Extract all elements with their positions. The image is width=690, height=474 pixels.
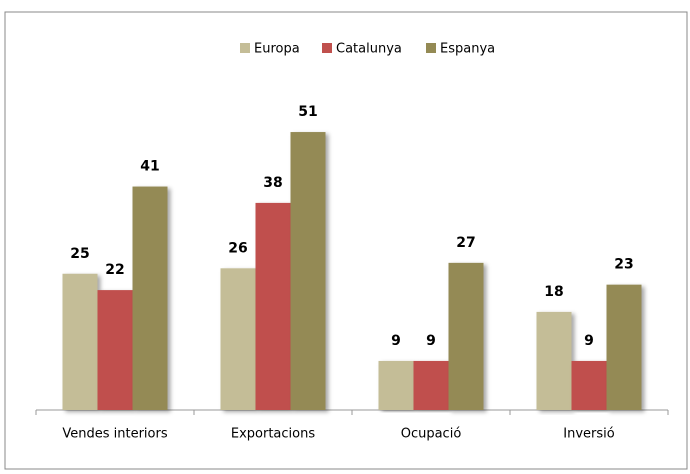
x-tick-label: Vendes interiors: [62, 427, 167, 442]
bar: [606, 284, 642, 410]
legend-swatch: [426, 43, 436, 53]
data-label: 38: [263, 175, 282, 191]
data-label: 27: [456, 235, 475, 251]
data-label: 9: [584, 333, 594, 349]
x-tick-label: Ocupació: [401, 427, 462, 442]
bar: [255, 202, 291, 410]
bar: [413, 360, 449, 410]
legend-label: Catalunya: [336, 42, 402, 57]
bar: [132, 186, 168, 410]
bar: [536, 311, 572, 410]
data-label: 9: [426, 333, 436, 349]
bar: [571, 360, 607, 410]
bar: [62, 273, 98, 410]
legend-label: Espanya: [440, 42, 495, 57]
x-tick-label: Inversió: [563, 427, 614, 442]
data-label: 51: [298, 104, 317, 120]
data-label: 41: [140, 159, 159, 175]
bar: [97, 290, 133, 410]
bar: [220, 268, 256, 410]
data-label: 25: [70, 246, 89, 262]
legend-swatch: [240, 43, 250, 53]
legend-swatch: [322, 43, 332, 53]
data-label: 23: [614, 257, 633, 273]
legend-label: Europa: [254, 42, 300, 57]
data-label: 22: [105, 262, 124, 278]
data-label: 18: [544, 284, 563, 300]
x-tick-label: Exportacions: [231, 427, 315, 442]
bar: [290, 132, 326, 411]
data-label: 26: [228, 240, 247, 256]
data-label: 9: [391, 333, 401, 349]
bar: [378, 360, 414, 410]
bar: [448, 262, 484, 410]
